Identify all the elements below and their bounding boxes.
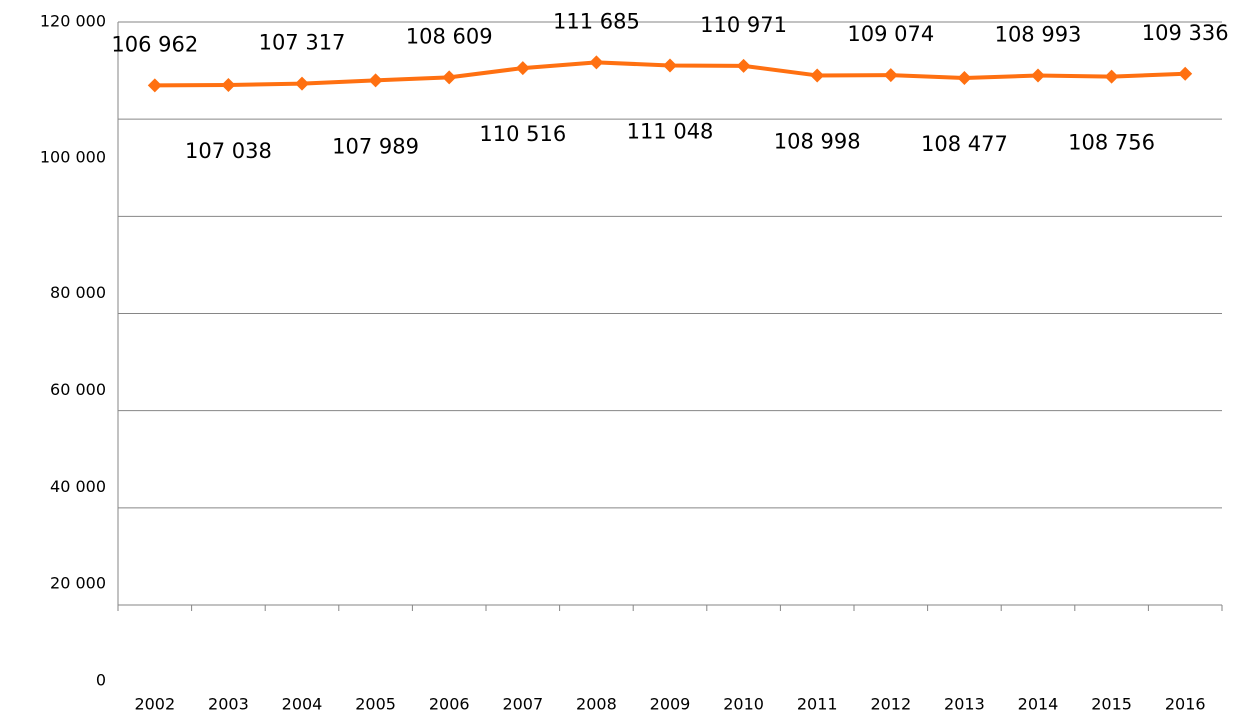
data-label: 107 989 [332,134,419,158]
x-tick-label: 2009 [650,695,691,714]
data-label: 106 962 [111,32,198,56]
x-tick-label: 2005 [355,695,396,714]
marker [810,68,825,83]
x-tick-label: 2007 [502,695,543,714]
marker [883,68,898,83]
marker [295,76,309,91]
data-label: 108 998 [774,129,861,153]
x-tick-label: 2006 [429,695,470,714]
x-tick-label: 2010 [723,695,764,714]
data-label: 107 317 [259,31,346,55]
marker [442,70,457,85]
marker [1104,69,1119,84]
marker [221,77,236,92]
x-tick-label: 2014 [1018,695,1059,714]
x-tick-label: 2012 [870,695,911,714]
data-label: 109 336 [1142,21,1229,45]
marker [368,73,383,88]
x-tick-label: 2003 [208,695,249,714]
y-tick-label: 40 000 [50,477,106,496]
data-label: 111 048 [627,119,714,143]
x-tick-label: 2008 [576,695,617,714]
data-label: 108 477 [921,132,1008,156]
marker [1031,68,1045,83]
marker [589,55,604,70]
marker [147,78,162,93]
x-tick-label: 2011 [797,695,838,714]
marker [515,61,530,76]
data-label: 111 685 [553,9,640,33]
y-tick-label: 0 [96,671,106,690]
data-label: 108 993 [995,22,1082,46]
data-label: 108 609 [406,24,493,48]
x-tick-label: 2004 [282,695,323,714]
y-tick-label: 20 000 [50,573,106,592]
data-label: 109 074 [847,22,934,46]
marker [957,70,972,85]
y-tick-label: 60 000 [50,380,106,399]
data-label: 107 038 [185,139,272,163]
y-tick-label: 100 000 [40,148,106,167]
x-tick-label: 2002 [134,695,175,714]
x-tick-label: 2016 [1165,695,1206,714]
x-tick-label: 2015 [1091,695,1132,714]
y-tick-label: 120 000 [40,12,106,31]
data-label: 108 756 [1068,131,1155,155]
y-tick-label: 80 000 [50,283,106,302]
data-label: 110 971 [700,13,787,37]
marker [663,58,677,73]
marker [736,58,751,73]
x-tick-label: 2013 [944,695,985,714]
data-label: 110 516 [479,122,566,146]
marker [1178,66,1193,81]
